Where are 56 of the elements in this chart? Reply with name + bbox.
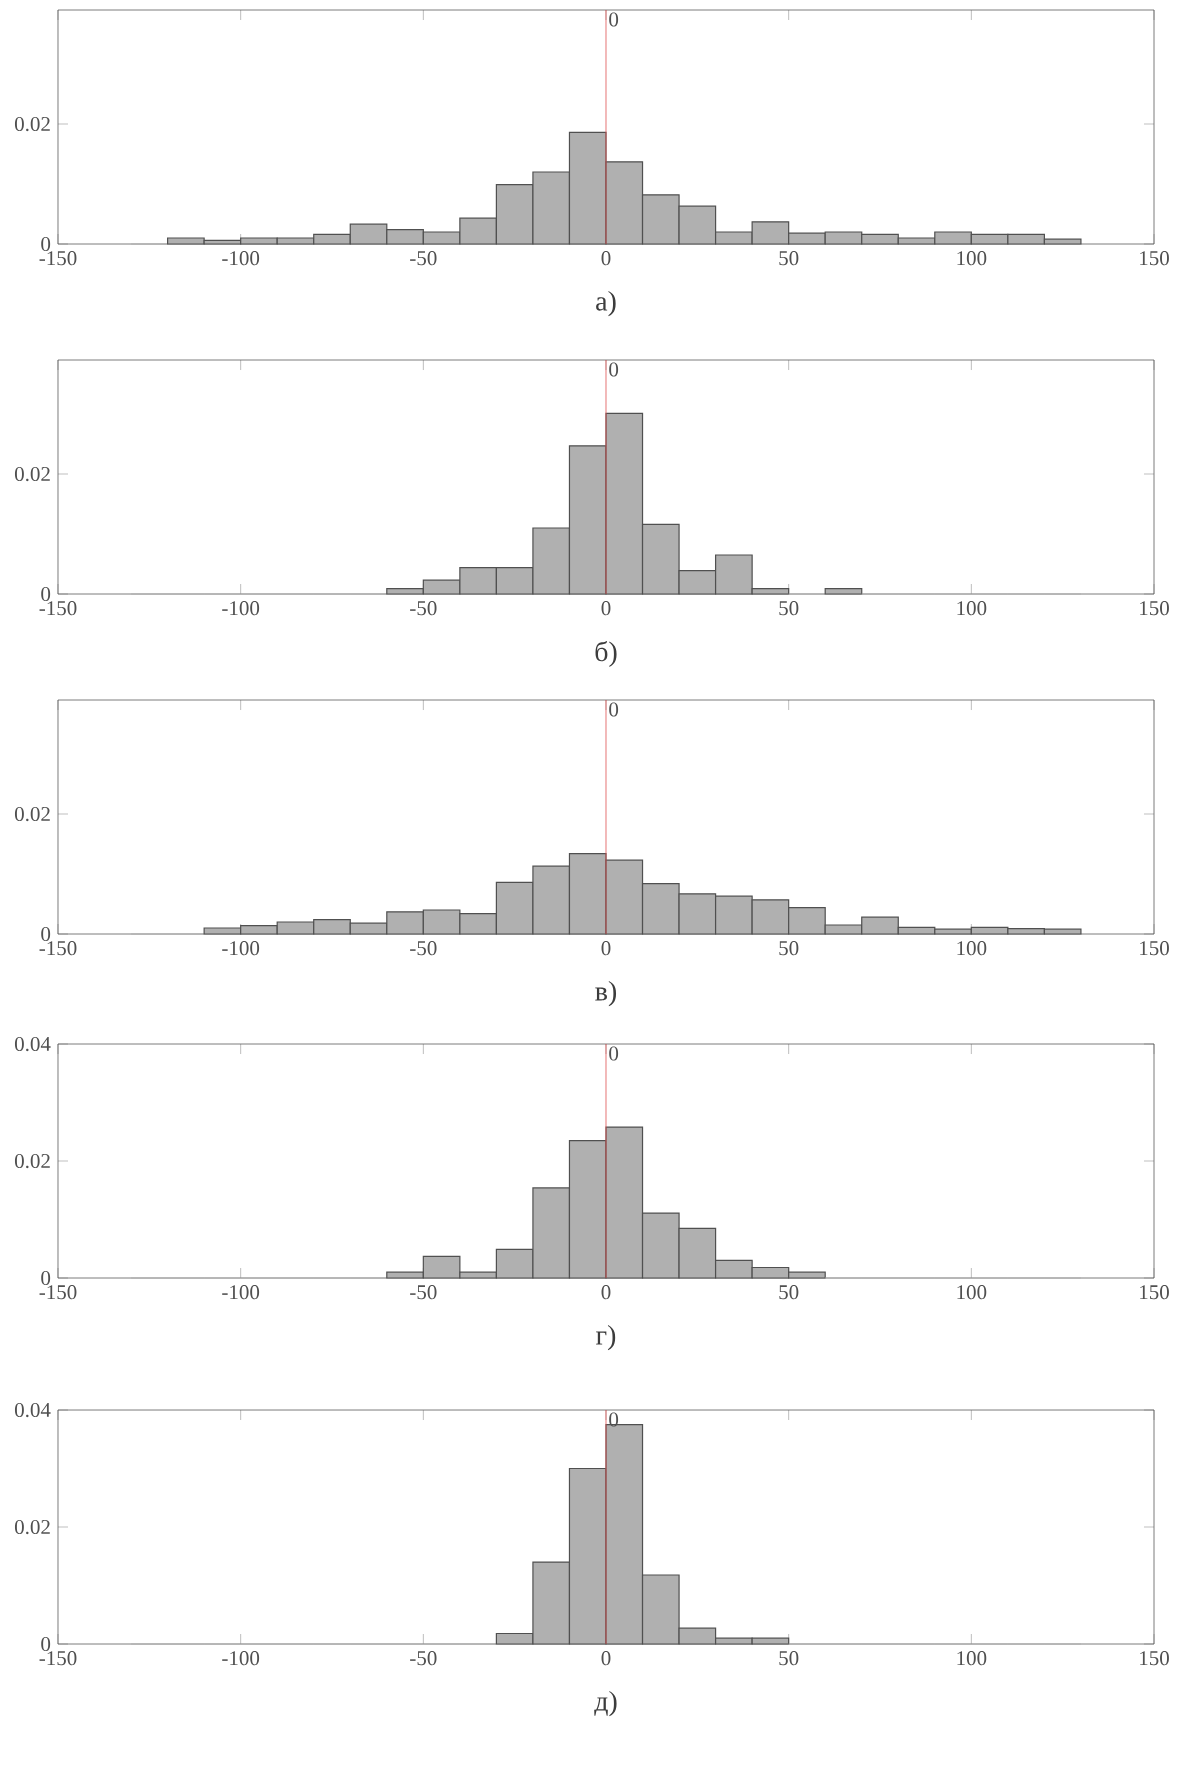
x-tick-label: -100 (222, 1285, 260, 1300)
ref-line-label: 0 (609, 362, 619, 377)
ref-line-label: 0 (609, 1046, 619, 1061)
x-tick-label: -50 (410, 941, 437, 956)
x-tick-label: 50 (779, 601, 799, 616)
x-tick-label: 150 (1140, 1651, 1169, 1666)
x-tick-label: -100 (222, 601, 260, 616)
x-tick-label: 100 (957, 1651, 987, 1666)
x-tick-label: -150 (39, 601, 77, 616)
x-tick-label: 0 (601, 601, 611, 616)
x-tick-label: -100 (222, 941, 260, 956)
x-tick-label: 100 (957, 251, 987, 266)
y-tick-label: 0 (41, 236, 51, 252)
x-axis-title: а) (596, 290, 616, 317)
x-tick-label: -100 (222, 251, 260, 266)
x-tick-label: -50 (410, 601, 437, 616)
x-tick-label: 0 (601, 941, 611, 956)
x-tick-label: -50 (410, 251, 437, 266)
y-tick-label: 0 (41, 1270, 51, 1286)
x-tick-label: 50 (779, 1651, 799, 1666)
y-tick-label: 0.02 (14, 1519, 50, 1535)
x-tick-label: 100 (957, 941, 987, 956)
x-tick-label: -150 (39, 941, 77, 956)
ref-line-label: 0 (609, 12, 619, 27)
x-tick-label: 50 (779, 251, 799, 266)
y-tick-label: 0 (41, 586, 51, 602)
x-axis-title: в) (595, 980, 617, 1007)
y-tick-label: 0.02 (14, 806, 50, 822)
x-tick-label: -100 (222, 1651, 260, 1666)
x-tick-label: -150 (39, 1651, 77, 1666)
x-tick-label: 150 (1140, 251, 1169, 266)
x-tick-label: -150 (39, 251, 77, 266)
x-axis-title: г) (596, 1324, 616, 1351)
y-tick-label: 0.02 (14, 1153, 50, 1169)
x-tick-label: 50 (779, 1285, 799, 1300)
y-tick-label: 0.04 (14, 1402, 51, 1418)
x-tick-label: 0 (601, 251, 611, 266)
x-tick-label: 150 (1140, 1285, 1169, 1300)
x-tick-label: 100 (957, 601, 987, 616)
x-tick-label: 150 (1140, 601, 1169, 616)
x-tick-label: -50 (410, 1651, 437, 1666)
x-tick-label: -50 (410, 1285, 437, 1300)
x-tick-label: 0 (601, 1285, 611, 1300)
y-tick-label: 0 (41, 926, 51, 942)
x-tick-label: 50 (779, 941, 799, 956)
y-tick-label: 0.04 (14, 1036, 51, 1052)
x-axis-title: б) (595, 640, 617, 667)
y-tick-label: 0 (41, 1636, 51, 1652)
x-axis-title: д) (594, 1690, 617, 1717)
x-tick-label: 150 (1140, 941, 1169, 956)
x-tick-label: 100 (957, 1285, 987, 1300)
y-tick-label: 0.02 (14, 466, 50, 482)
ref-line-label: 0 (609, 702, 619, 717)
x-tick-label: 0 (601, 1651, 611, 1666)
y-tick-label: 0.02 (14, 116, 50, 132)
x-tick-label: -150 (39, 1285, 77, 1300)
